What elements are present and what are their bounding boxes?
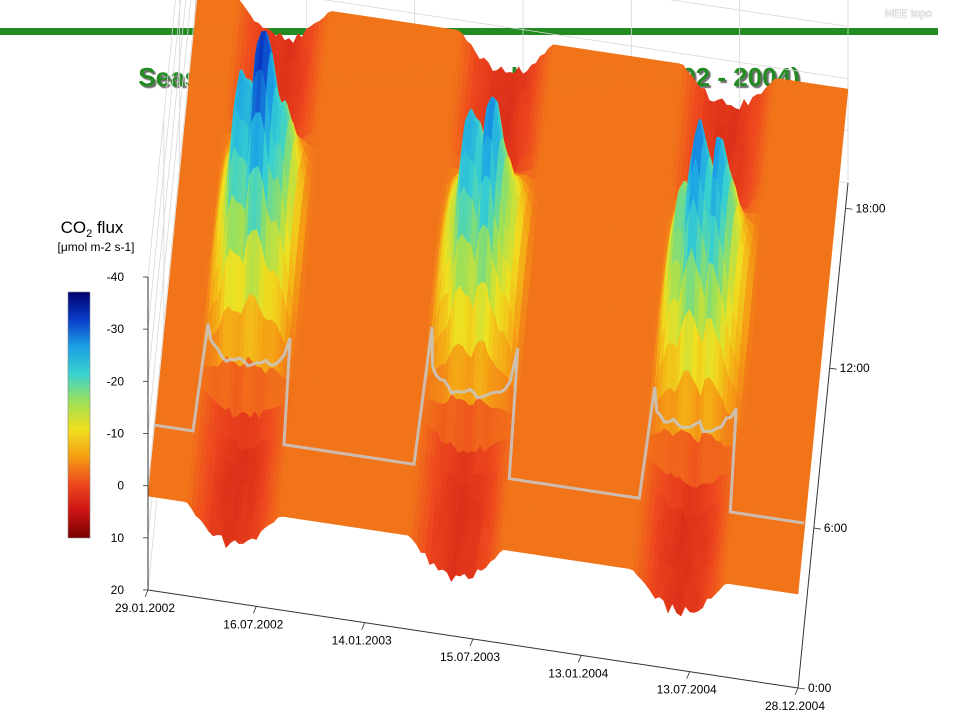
zero-flux-contour bbox=[153, 323, 805, 525]
x-tick bbox=[361, 622, 366, 630]
x-tick-label: 14.01.2003 bbox=[332, 634, 392, 648]
z-tick-label: -10 bbox=[107, 427, 125, 441]
grid-line bbox=[323, 0, 849, 80]
x-tick bbox=[686, 671, 691, 679]
y-tick-label: 18:00 bbox=[856, 201, 886, 215]
colorbar-scale bbox=[67, 291, 91, 539]
y-tick-label: 0:00 bbox=[808, 681, 832, 695]
x-tick-label: 28.12.2004 bbox=[765, 699, 825, 713]
z-tick-label: 20 bbox=[111, 583, 125, 597]
grid-line bbox=[147, 0, 197, 486]
y-tick bbox=[845, 207, 853, 210]
z-tick-label: -40 bbox=[107, 270, 125, 284]
z-tick-label: 10 bbox=[111, 531, 125, 545]
x-tick bbox=[144, 589, 149, 598]
slide-tag: NEE topo bbox=[884, 8, 932, 20]
axes: 29.01.2002 16.07.2002 14.01.2003 15.07.2003… bbox=[115, 182, 886, 713]
y-tick bbox=[813, 527, 821, 530]
x-tick bbox=[577, 655, 582, 663]
grid-line bbox=[147, 0, 192, 434]
grid-line bbox=[147, 0, 176, 278]
y-tick bbox=[797, 687, 806, 690]
x-tick-label: 16.07.2002 bbox=[223, 617, 283, 631]
title-bar-stripe bbox=[0, 28, 938, 35]
y-tick bbox=[829, 367, 837, 370]
z-tick-label: -20 bbox=[107, 374, 125, 388]
z-tick-label: 0 bbox=[117, 479, 124, 493]
grid-line bbox=[147, 0, 181, 330]
surface-patch bbox=[793, 573, 801, 595]
x-tick-label: 29.01.2002 bbox=[115, 601, 175, 615]
x-tick-label: 15.07.2003 bbox=[440, 650, 500, 664]
colorbar-unit: [μmol m-2 s-1] bbox=[58, 240, 135, 254]
y-tick-label: 12:00 bbox=[840, 361, 870, 375]
x-tick-label: 13.01.2004 bbox=[548, 666, 608, 680]
z-tick-label: -30 bbox=[107, 322, 125, 336]
x-tick bbox=[469, 638, 474, 647]
colorbar-title: CO2 flux bbox=[61, 218, 124, 240]
y-tick-label: 6:00 bbox=[824, 521, 848, 535]
x-tick-label: 13.07.2004 bbox=[657, 683, 717, 697]
x-tick bbox=[794, 687, 799, 696]
grid-line bbox=[669, 0, 849, 27]
colorbar: CO2 flux [μmol m-2 s-1] -40 -30 -20 -10 0 10 2… bbox=[58, 218, 135, 597]
flux-surface bbox=[147, 0, 849, 617]
axis-line bbox=[797, 182, 849, 689]
grid-line bbox=[147, 0, 187, 382]
x-tick bbox=[252, 606, 257, 614]
